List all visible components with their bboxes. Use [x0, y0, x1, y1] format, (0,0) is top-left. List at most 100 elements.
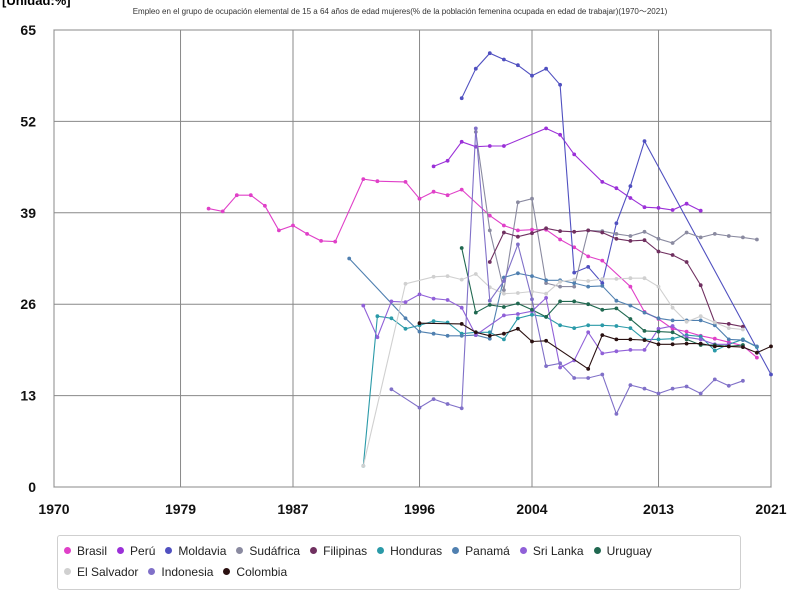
data-point-brasil: [361, 177, 366, 182]
data-point-indonesia: [698, 391, 703, 396]
series-moldavia: [459, 51, 773, 377]
legend-label: Perú: [130, 543, 156, 558]
data-point-panama: [487, 336, 492, 341]
series-line-uruguay: [461, 247, 743, 347]
data-point-uruguay: [642, 329, 647, 333]
legend-item-sudafrica: Sudáfrica: [236, 540, 300, 561]
data-point-sri-lanka: [642, 348, 647, 352]
legend-marker: [148, 568, 156, 575]
legend-label: Sri Lanka: [532, 543, 584, 558]
legend-item-peru: Perú: [117, 540, 155, 561]
axis-tick-labels: 0 13 26 39 52 65 1970 1979 1987 1996 2004 2013 2021: [20, 22, 786, 517]
x-tick-label: 1996: [404, 501, 435, 517]
data-point-filipinas: [502, 230, 506, 235]
data-point-indonesia: [614, 412, 619, 416]
data-point-el-salvador: [572, 277, 577, 282]
data-point-filipinas: [628, 239, 633, 243]
legend-label: Uruguay: [606, 543, 652, 558]
data-point-indonesia: [600, 372, 605, 377]
data-point-filipinas: [726, 322, 731, 326]
data-point-colombia: [530, 339, 534, 344]
data-point-sudafrica: [670, 241, 675, 245]
data-point-indonesia: [642, 386, 647, 391]
data-point-moldavia: [487, 51, 492, 56]
data-point-sri-lanka: [431, 296, 436, 301]
data-point-brasil: [586, 254, 591, 259]
data-point-honduras: [572, 326, 577, 330]
legend-item-sri-lanka: Sri Lanka: [519, 540, 584, 561]
data-point-peru: [684, 201, 689, 206]
data-point-peru: [572, 152, 577, 157]
data-point-el-salvador: [361, 464, 366, 468]
legend-label: Brasil: [77, 543, 108, 558]
data-point-honduras: [628, 326, 633, 330]
data-point-sri-lanka: [614, 349, 619, 354]
data-point-indonesia: [530, 297, 534, 302]
data-point-uruguay: [614, 306, 619, 311]
data-point-brasil: [206, 206, 211, 211]
data-point-peru: [670, 208, 675, 212]
data-point-filipinas: [670, 253, 675, 257]
data-point-el-salvador: [431, 274, 436, 279]
legend-marker: [165, 547, 173, 554]
legend-item-uruguay: Uruguay: [593, 540, 652, 561]
data-point-sri-lanka: [600, 351, 605, 356]
data-point-peru: [628, 196, 633, 200]
data-point-colombia: [473, 330, 478, 335]
data-point-sri-lanka: [656, 326, 661, 331]
data-point-colombia: [516, 326, 520, 331]
series-brasil: [206, 177, 759, 360]
data-point-peru: [544, 126, 548, 131]
data-point-sudafrica: [642, 229, 647, 234]
data-point-panama: [586, 284, 591, 289]
data-point-uruguay: [473, 310, 478, 315]
data-point-indonesia: [684, 384, 689, 389]
data-point-honduras: [389, 316, 394, 321]
data-point-colombia: [769, 344, 773, 349]
data-point-moldavia: [502, 57, 506, 62]
data-point-brasil: [263, 203, 267, 208]
plot-frame: [53, 29, 772, 488]
legend-marker: [452, 547, 460, 554]
x-tick-label: 2004: [516, 501, 547, 517]
legend-marker: [519, 547, 527, 554]
data-point-brasil: [459, 187, 464, 192]
data-point-brasil: [516, 228, 520, 233]
data-point-panama: [459, 333, 464, 338]
data-point-panama: [614, 298, 619, 303]
data-point-sri-lanka: [544, 296, 548, 300]
data-point-sri-lanka: [459, 305, 464, 310]
data-point-indonesia: [572, 376, 577, 380]
legend-item-honduras: Honduras: [377, 540, 442, 561]
data-point-honduras: [375, 314, 380, 319]
data-point-peru: [614, 186, 619, 191]
line-chart: 0 13 26 39 52 65 1970 1979 1987 1996 2004 2013 2021: [20, 22, 786, 517]
y-axis-unit-label: [Unidad:%]: [2, 0, 71, 8]
data-point-el-salvador: [670, 305, 675, 310]
data-point-honduras: [614, 324, 619, 328]
data-point-honduras: [431, 319, 436, 323]
data-point-sudafrica: [502, 288, 506, 292]
data-point-filipinas: [642, 238, 647, 243]
data-point-sri-lanka: [445, 298, 450, 302]
legend-marker: [236, 547, 244, 554]
data-point-peru: [459, 139, 464, 144]
series-honduras: [361, 312, 759, 468]
x-tick-label: 1987: [277, 501, 308, 517]
legend-label: Colombia: [236, 564, 288, 579]
data-point-colombia: [712, 344, 717, 349]
y-tick-label: 52: [20, 113, 36, 129]
data-point-brasil: [670, 326, 675, 331]
data-point-colombia: [741, 345, 745, 349]
data-point-filipinas: [572, 229, 577, 234]
y-tick-label: 65: [20, 22, 36, 38]
data-point-filipinas: [614, 236, 619, 241]
data-point-filipinas: [558, 229, 562, 234]
data-point-honduras: [403, 326, 408, 331]
data-point-colombia: [698, 341, 703, 346]
data-point-brasil: [333, 239, 338, 244]
data-point-brasil: [600, 258, 605, 263]
data-point-sudafrica: [530, 196, 534, 201]
data-point-peru: [487, 144, 492, 148]
data-point-sudafrica: [558, 284, 562, 289]
